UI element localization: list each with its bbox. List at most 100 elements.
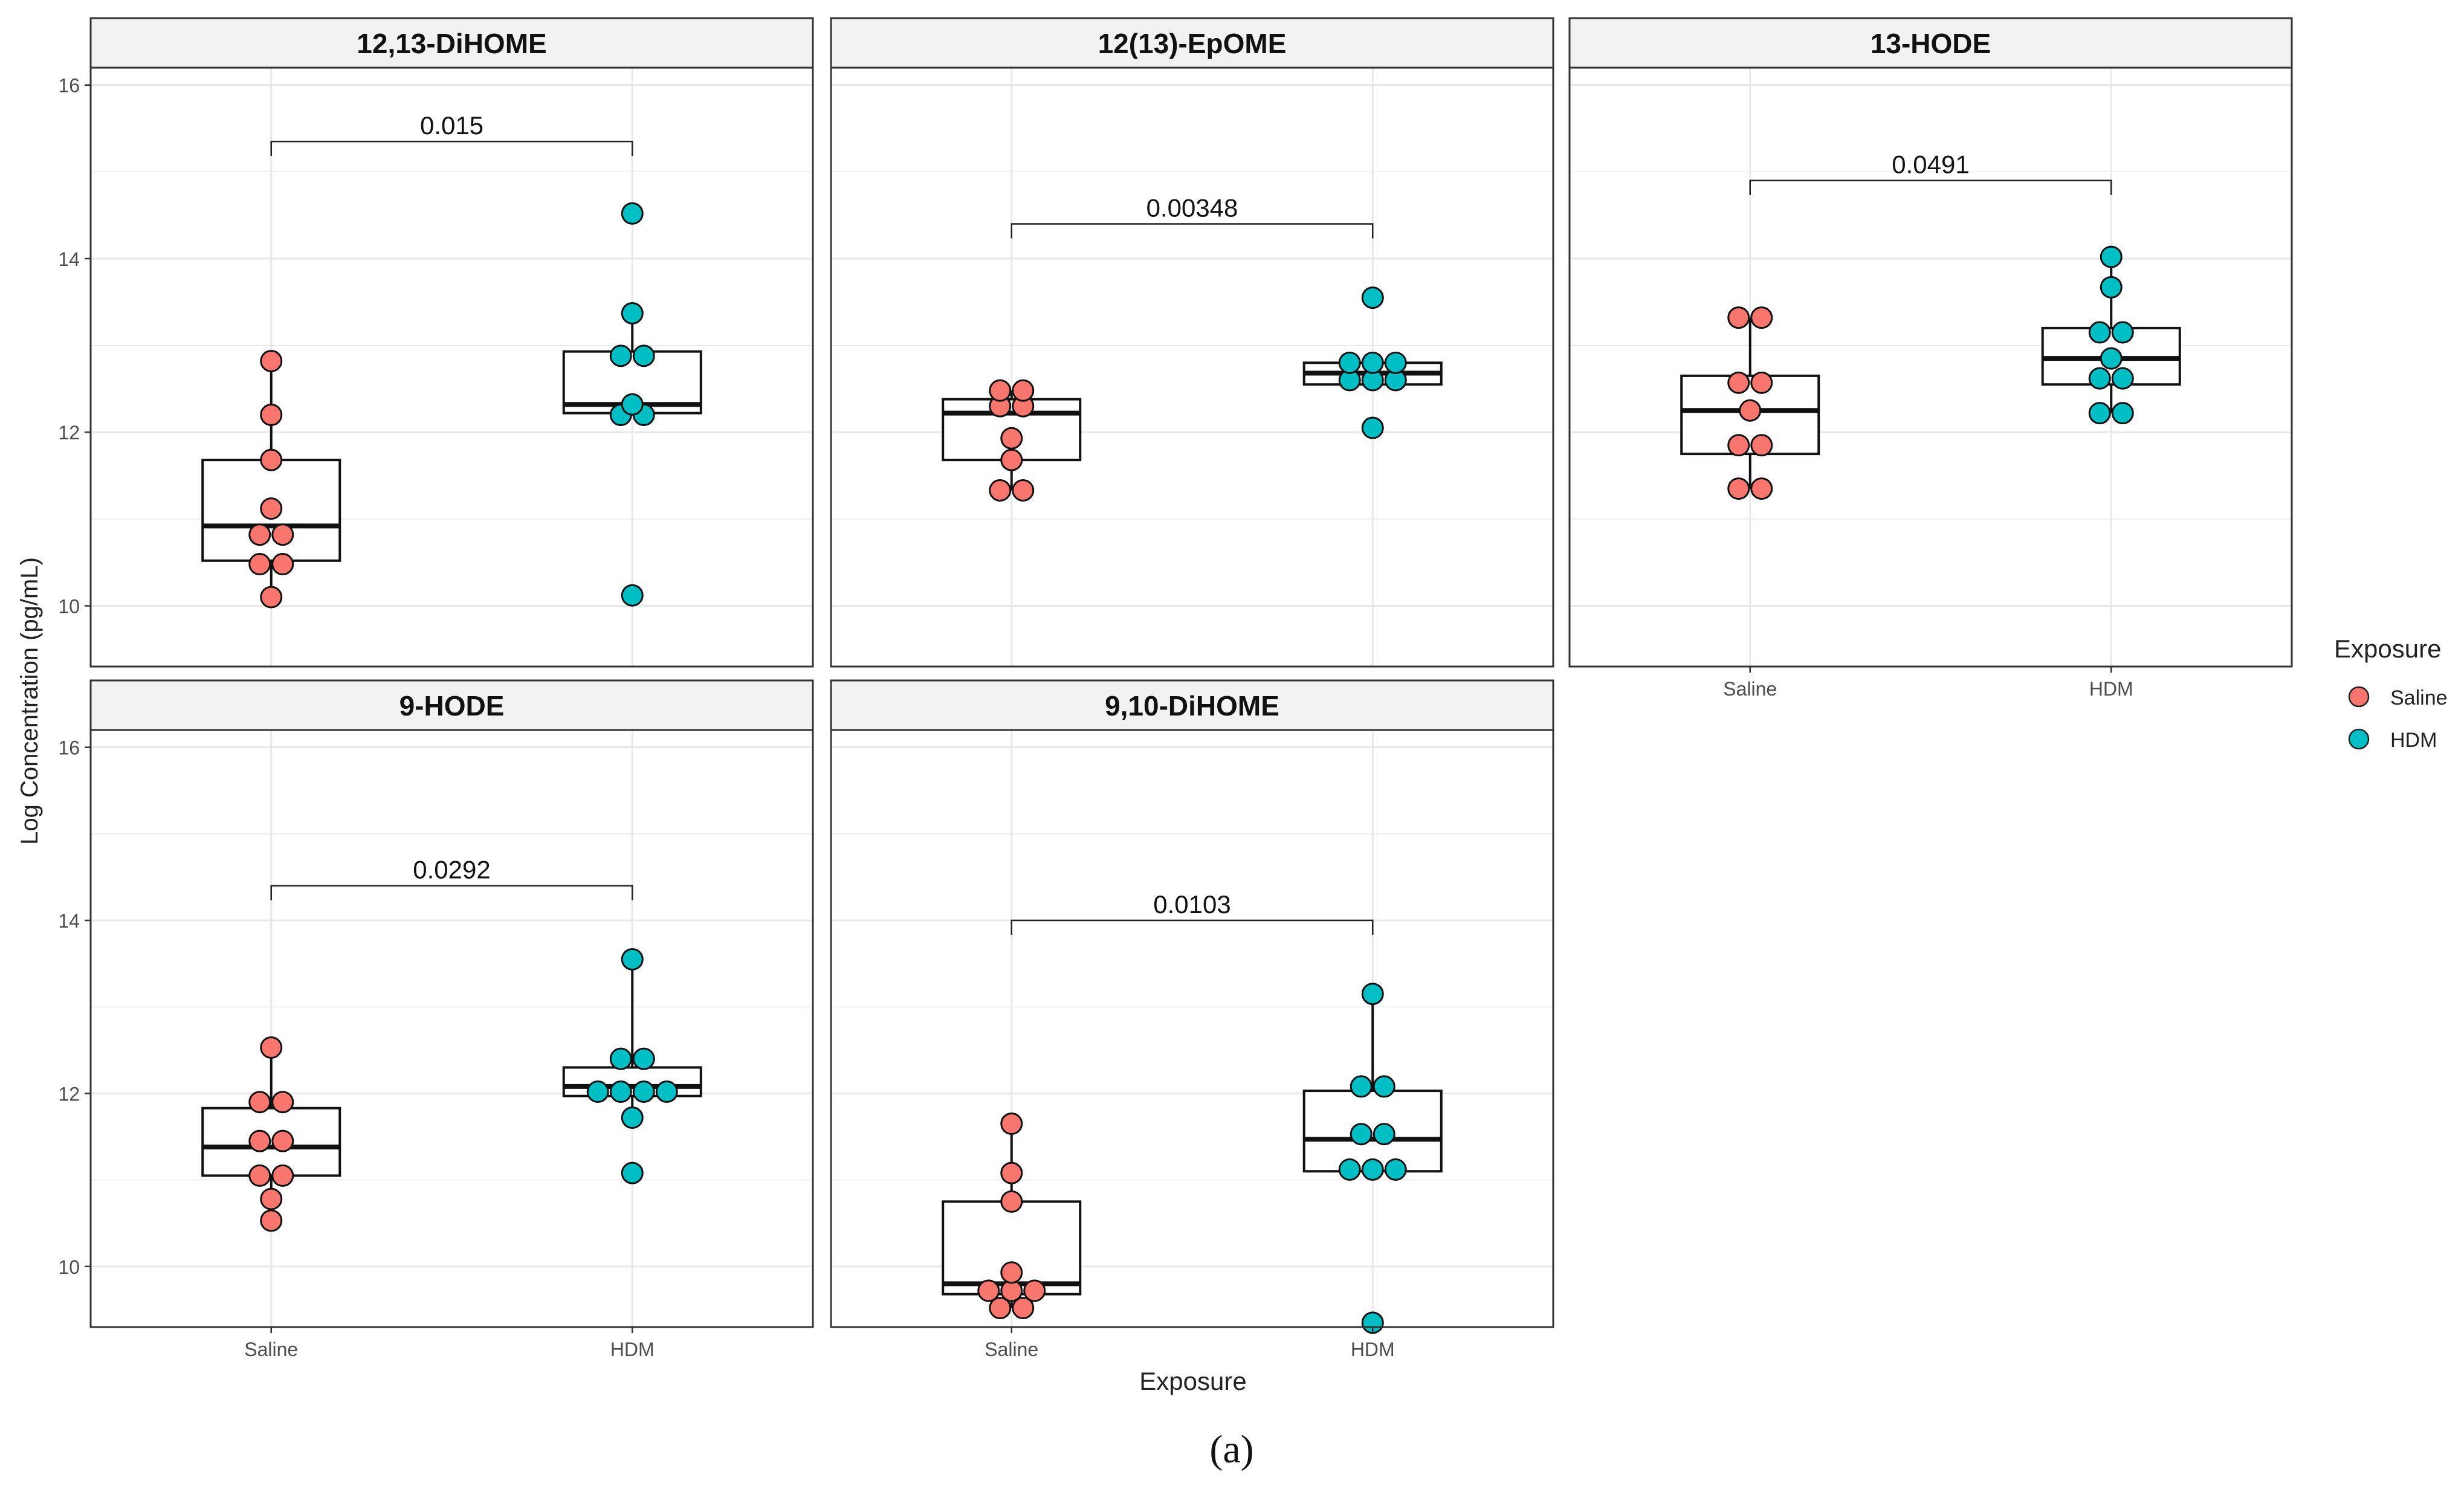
bracket-line [1010,919,1374,935]
panel-1: 12(13)-EpOME 0.00348 [830,17,1554,668]
data-point-hdm [621,584,644,607]
legend-label-hdm: HDM [2390,729,2437,752]
data-point-hdm [609,1080,632,1103]
data-point-hdm [1361,983,1384,1006]
significance-bracket: 0.015 [270,111,633,157]
bracket-line [270,140,633,157]
data-point-saline [271,1129,294,1152]
data-point-saline [1000,1113,1023,1135]
data-point-hdm [2111,402,2134,425]
data-point-saline [271,1091,294,1114]
data-point-hdm [586,1080,609,1103]
x-axis-label: Exposure [1139,1367,1246,1395]
y-tick-label: 16 [58,737,80,759]
data-point-saline [271,1164,294,1187]
plot-area [831,68,1553,667]
p-value-label: 0.00348 [1146,194,1238,222]
panel-2: 13-HODE 0.0491 Saline HDM [1568,17,2293,700]
y-tick-label: 10 [58,1256,80,1278]
data-point-saline [271,553,294,576]
data-point-saline [260,349,283,372]
data-point-hdm [1384,1158,1407,1181]
iqr-box [201,1106,341,1177]
data-point-saline [248,523,271,546]
figure-caption: (a) [1209,1427,1253,1471]
data-point-hdm [632,1080,655,1103]
plot-area [91,68,813,667]
panel-border [89,729,814,1328]
data-point-hdm [1373,1123,1395,1146]
box-hdm [562,948,702,1184]
data-point-hdm [621,1106,644,1129]
data-point-saline [260,1187,283,1210]
x-tick-label: HDM [610,1339,655,1360]
plot-area [831,730,1553,1327]
bracket-line [270,885,633,900]
panel-border [89,66,814,668]
significance-bracket: 0.0292 [270,856,633,900]
plot-area [91,730,813,1327]
box-hdm [1302,286,1443,439]
data-point-saline [1750,434,1773,457]
data-point-saline [1000,1261,1023,1284]
x-tick-label: Saline [244,1339,298,1360]
panel-4: 9,10-DiHOME 0.0103 Saline HDM [830,679,1554,1360]
significance-bracket: 0.00348 [1010,194,1374,239]
box-saline [201,349,341,609]
data-point-hdm [1338,1158,1361,1181]
box-hdm [2041,245,2181,425]
panel-strip [830,17,1554,69]
panel-title: 13-HODE [1871,28,1991,59]
panel-strip [89,17,814,69]
panel-strip [89,679,814,731]
data-point-saline [1000,1190,1023,1213]
box-hdm [1302,983,1443,1334]
panel-border [1568,66,2293,668]
data-point-saline [1727,434,1750,457]
data-point-hdm [1361,286,1384,309]
x-tick-label: HDM [2089,678,2133,700]
data-point-hdm [621,948,644,971]
data-point-saline [1750,371,1773,394]
data-point-saline [260,586,283,609]
data-point-saline [260,448,283,471]
data-point-saline [260,497,283,520]
legend-label-saline: Saline [2390,686,2448,709]
data-point-hdm [1338,351,1361,374]
panel-3: 9-HODE 10 12 14 16 0.0292 Saline HDM [58,679,814,1360]
data-point-saline [1739,399,1762,422]
data-point-hdm [632,344,655,367]
panel-border [830,729,1554,1328]
box-saline [942,1113,1082,1319]
data-point-hdm [655,1080,678,1103]
box-saline [942,379,1082,502]
data-point-saline [1023,1279,1046,1302]
iqr-box [562,1066,702,1097]
data-point-hdm [2111,367,2134,390]
data-point-hdm [2088,367,2111,390]
data-point-saline [1012,1296,1035,1319]
bracket-line [1749,179,2112,195]
panel-0: 12,13-DiHOME 10 12 14 16 0.015 [58,17,814,668]
legend-key-hdm [2348,728,2370,750]
data-point-saline [248,1091,271,1114]
data-point-hdm [621,302,644,325]
data-point-hdm [2100,245,2123,268]
y-tick-label: 10 [58,595,80,617]
data-point-hdm [2088,402,2111,425]
data-point-saline [260,1036,283,1059]
significance-bracket: 0.0491 [1749,150,2112,195]
x-tick-label: HDM [1351,1339,1395,1360]
y-tick-label: 14 [58,248,80,270]
box-hdm [562,202,702,607]
data-point-hdm [2100,347,2123,370]
data-point-saline [1727,371,1750,394]
box-saline [201,1036,341,1232]
y-tick-label: 16 [58,75,80,97]
significance-bracket: 0.0103 [1010,890,1374,935]
data-point-hdm [1361,416,1384,439]
data-point-saline [989,1296,1012,1319]
data-point-saline [248,1129,271,1152]
data-point-hdm [1373,1075,1395,1098]
